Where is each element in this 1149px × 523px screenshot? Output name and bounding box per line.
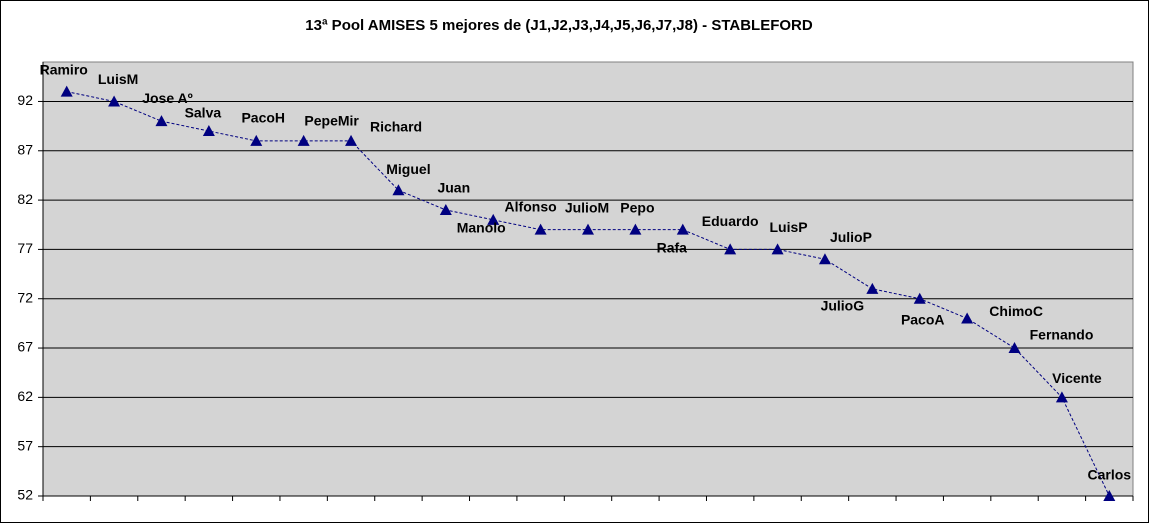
point-label: Rafa bbox=[657, 239, 688, 255]
point-label: LuisP bbox=[770, 219, 808, 235]
marker bbox=[582, 223, 594, 235]
point-label: Fernando bbox=[1030, 327, 1094, 343]
marker bbox=[392, 184, 405, 196]
marker bbox=[676, 223, 689, 235]
y-tick-label: 87 bbox=[17, 141, 33, 157]
point-label: Carlos bbox=[1088, 467, 1132, 483]
marker bbox=[250, 134, 263, 146]
marker bbox=[913, 292, 926, 304]
point-label: PepeMir bbox=[304, 113, 359, 129]
marker bbox=[487, 213, 500, 225]
point-label: Salva bbox=[185, 105, 222, 121]
point-label: Jose Aº bbox=[142, 90, 193, 106]
y-tick-label: 72 bbox=[17, 289, 33, 305]
y-tick-label: 82 bbox=[17, 191, 33, 207]
y-tick-label: 92 bbox=[17, 92, 33, 108]
marker bbox=[1055, 391, 1068, 403]
marker bbox=[724, 243, 737, 255]
marker bbox=[1008, 342, 1021, 354]
marker bbox=[534, 223, 547, 235]
marker bbox=[771, 243, 784, 255]
y-tick-label: 52 bbox=[17, 487, 33, 503]
marker bbox=[961, 312, 974, 324]
marker bbox=[345, 134, 358, 146]
y-tick-label: 77 bbox=[17, 240, 33, 256]
y-tick-label: 62 bbox=[17, 388, 33, 404]
chart-title: 13ª Pool AMISES 5 mejores de (J1,J2,J3,J… bbox=[305, 17, 813, 34]
marker bbox=[866, 282, 879, 294]
point-label: Ramiro bbox=[40, 61, 88, 77]
marker bbox=[439, 203, 452, 215]
point-label: PacoH bbox=[241, 110, 285, 126]
point-label: Manolo bbox=[457, 220, 506, 236]
marker bbox=[1103, 490, 1116, 501]
marker bbox=[297, 134, 310, 146]
point-label: Eduardo bbox=[702, 213, 759, 229]
point-label: PacoA bbox=[901, 311, 945, 327]
marker bbox=[60, 85, 73, 97]
plot-area bbox=[42, 61, 1134, 497]
point-label: ChimoC bbox=[989, 303, 1043, 319]
point-label: JulioG bbox=[821, 298, 865, 314]
point-label: Vicente bbox=[1052, 370, 1102, 386]
point-label: Richard bbox=[370, 119, 422, 135]
marker bbox=[629, 223, 642, 235]
point-label: Pepo bbox=[620, 199, 654, 215]
point-label: Miguel bbox=[386, 161, 430, 177]
point-label: LuisM bbox=[98, 71, 138, 87]
y-tick-label: 57 bbox=[17, 437, 33, 453]
marker bbox=[202, 125, 215, 137]
point-label: JulioP bbox=[830, 229, 872, 245]
point-label: JulioM bbox=[565, 199, 609, 215]
marker bbox=[818, 253, 831, 265]
point-label: Juan bbox=[437, 180, 470, 196]
marker bbox=[155, 115, 168, 127]
y-tick-label: 67 bbox=[17, 339, 33, 355]
marker bbox=[108, 95, 121, 107]
point-label: Alfonso bbox=[505, 198, 557, 214]
